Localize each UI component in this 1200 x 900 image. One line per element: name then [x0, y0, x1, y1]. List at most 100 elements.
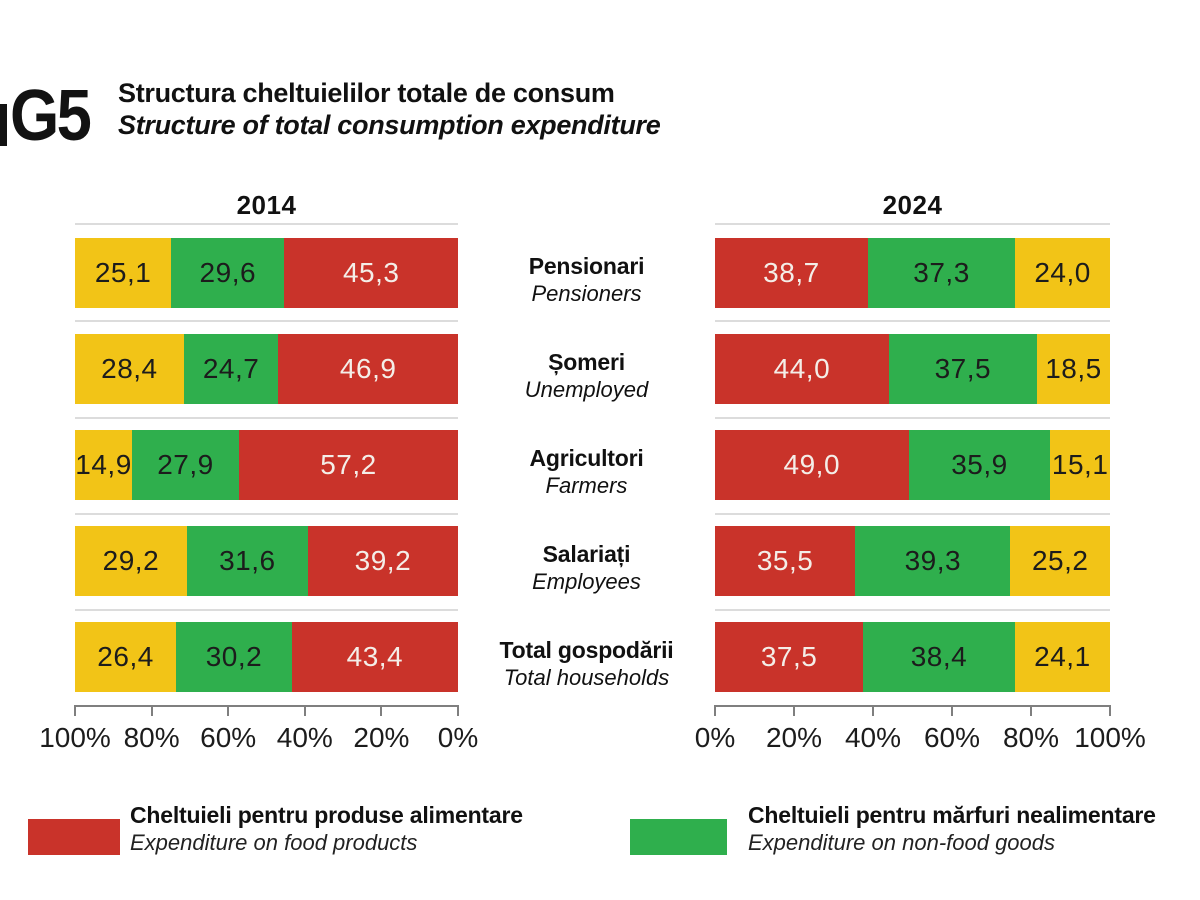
bar-segment-food: 57,2 [238, 430, 458, 500]
bar-segment-other: 25,2 [1010, 526, 1110, 596]
category-label-en: Pensioners [531, 281, 642, 306]
bar-value-label: 29,6 [199, 257, 257, 288]
bar-segment-nonfood: 35,9 [908, 430, 1051, 500]
bar-value-label: 24,7 [202, 353, 260, 384]
bar-segment-nonfood: 37,3 [867, 238, 1016, 308]
bar-value-label: 46,9 [339, 353, 397, 384]
bar-segment-food: 49,0 [715, 430, 909, 500]
category-label-en: Total households [503, 665, 670, 690]
stacked-bar: 38,7 37,3 24,0 [715, 238, 1110, 308]
gridline [75, 513, 458, 515]
axis-line [75, 705, 458, 707]
bar-value-label: 43,4 [346, 641, 404, 672]
category-label: Agricultori Farmers [458, 444, 715, 500]
bar-value-label: 27,9 [157, 449, 214, 480]
bar-value-label: 28,4 [101, 353, 158, 384]
gridline [75, 223, 458, 225]
category-label: Total gospodării Total households [458, 636, 715, 692]
axis-tick-label: 0% [437, 722, 479, 753]
stacked-bar: 26,4 30,2 43,4 [75, 622, 458, 692]
bar-value-label: 38,7 [763, 257, 820, 288]
bar-value-label: 31,6 [219, 545, 276, 576]
legend-nonfood-label-ro: Cheltuieli pentru mărfuri nealimentare [748, 802, 1156, 828]
bar-value-label: 37,5 [760, 641, 818, 672]
axis-tick-label: 100% [39, 722, 111, 753]
bar-value-label: 57,2 [320, 449, 377, 480]
gridline [715, 513, 1110, 515]
axis-tick [951, 705, 953, 716]
gridline [75, 320, 458, 322]
bar-value-label: 35,5 [756, 545, 814, 576]
bar-value-label: 49,0 [783, 449, 841, 480]
bar-value-label: 38,4 [910, 641, 968, 672]
bar-value-label: 15,1 [1051, 449, 1109, 480]
stacked-bar: 29,2 31,6 39,2 [75, 526, 458, 596]
axis-tick-label: 40% [276, 722, 333, 753]
axis-tick-label: 60% [200, 722, 257, 753]
bar-segment-other: 26,4 [75, 622, 177, 692]
gridline [715, 320, 1110, 322]
category-label-en: Unemployed [524, 377, 649, 402]
axis-tick [227, 705, 230, 716]
axis-line [715, 705, 1110, 707]
bar-value-label: 14,9 [75, 449, 132, 480]
axis-tick-label: 40% [844, 722, 902, 753]
bar-segment-nonfood: 29,6 [171, 238, 285, 308]
bar-value-label: 35,9 [951, 449, 1008, 480]
bar-value-label: 24,0 [1034, 257, 1091, 288]
stacked-bar: 28,4 24,7 46,9 [75, 334, 458, 404]
axis-tick [303, 705, 306, 716]
gridline [75, 609, 458, 611]
axis-tick-label: 60% [923, 722, 981, 753]
chart-title-romanian: Structura cheltuielilor totale de consum [118, 78, 615, 108]
legend-swatch-food [28, 819, 120, 855]
stacked-bar: 25,1 29,6 45,3 [75, 238, 458, 308]
bar-value-label: 18,5 [1045, 353, 1102, 384]
bar-segment-other: 18,5 [1036, 334, 1110, 404]
bar-value-label: 29,2 [102, 545, 160, 576]
legend-food-label-ro: Cheltuieli pentru produse alimentare [130, 802, 523, 828]
bar-value-label: 44,0 [773, 353, 831, 384]
bar-segment-food: 44,0 [715, 334, 889, 404]
legend-food-label-en: Expenditure on food products [130, 830, 418, 855]
axis-tick-label: 20% [353, 722, 410, 753]
bar-segment-other: 24,0 [1015, 238, 1110, 308]
bar-segment-nonfood: 39,3 [855, 526, 1011, 596]
axis-tick [1109, 705, 1111, 716]
bar-segment-food: 43,4 [291, 622, 458, 692]
bar-segment-food: 37,5 [715, 622, 864, 692]
axis-tick [872, 705, 874, 716]
bar-segment-nonfood: 30,2 [176, 622, 292, 692]
bar-segment-nonfood: 37,5 [888, 334, 1037, 404]
axis-tick [714, 705, 716, 716]
bar-segment-nonfood: 38,4 [863, 622, 1015, 692]
gridline [715, 223, 1110, 225]
category-label-ro: Agricultori [529, 445, 644, 471]
gridline [75, 417, 458, 419]
stacked-bar: 37,5 38,4 24,1 [715, 622, 1110, 692]
figure-tag-fragment [0, 104, 7, 146]
bar-segment-food: 35,5 [715, 526, 856, 596]
axis-tick [1030, 705, 1032, 716]
axis-tick [793, 705, 795, 716]
bar-value-label: 25,1 [94, 257, 152, 288]
category-label-en: Farmers [545, 473, 628, 498]
stacked-bar: 35,5 39,3 25,2 [715, 526, 1110, 596]
category-label: Șomeri Unemployed [458, 348, 715, 404]
legend-nonfood-label-en: Expenditure on non-food goods [748, 830, 1056, 855]
stacked-bar: 44,0 37,5 18,5 [715, 334, 1110, 404]
bar-segment-food: 46,9 [278, 334, 458, 404]
axis-tick [74, 705, 76, 716]
bar-segment-nonfood: 31,6 [186, 526, 308, 596]
bar-segment-other: 28,4 [75, 334, 184, 404]
bar-segment-nonfood: 27,9 [132, 430, 239, 500]
panel-year-label: 2024 [882, 190, 943, 220]
bar-segment-other: 14,9 [75, 430, 133, 500]
bar-value-label: 25,2 [1031, 545, 1089, 576]
bar-value-label: 24,1 [1034, 641, 1091, 672]
bar-segment-nonfood: 24,7 [183, 334, 279, 404]
axis-tick-label: 100% [1074, 722, 1146, 753]
category-label-ro: Total gospodării [499, 637, 674, 663]
bar-segment-food: 38,7 [715, 238, 868, 308]
